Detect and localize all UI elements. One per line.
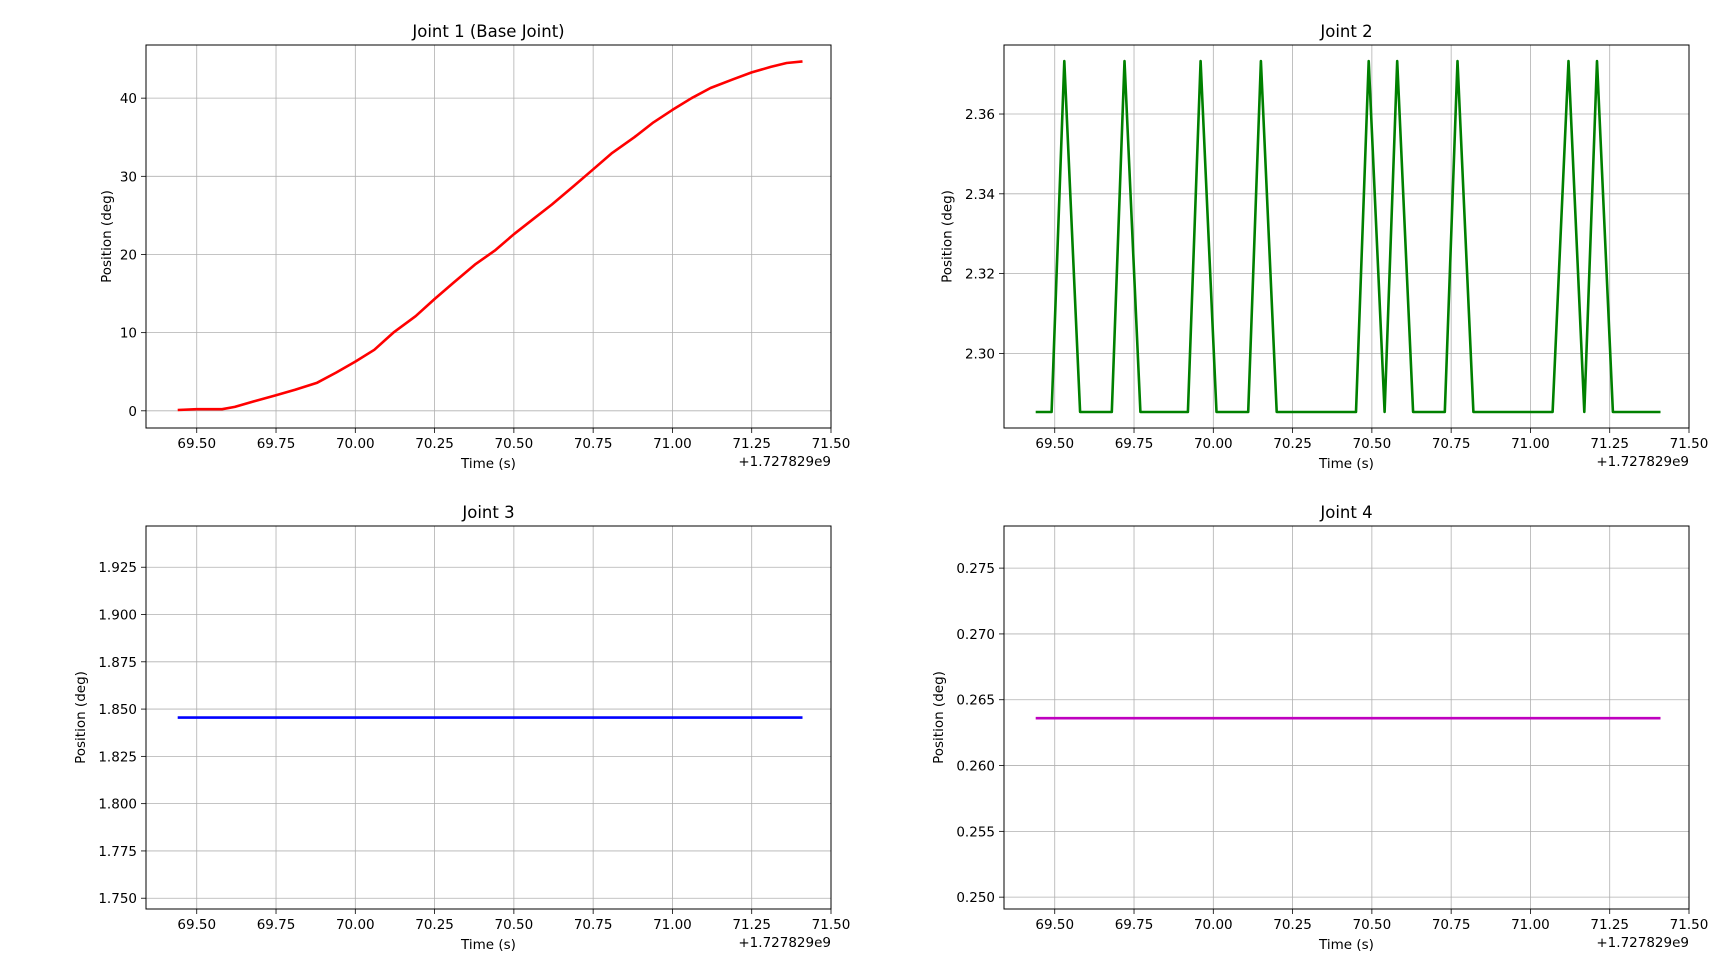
chart-title: Joint 3: [461, 503, 514, 522]
x-tick-label: 70.00: [336, 917, 375, 933]
axes-frame: [1003, 44, 1690, 429]
y-tick-label: 2.32: [965, 267, 995, 283]
x-tick-label: 71.25: [732, 917, 771, 933]
x-tick-label: 71.00: [653, 436, 692, 452]
x-offset-label: +1.727829e9: [1596, 454, 1689, 470]
chart-title: Joint 2: [1319, 22, 1372, 41]
y-tick-label: 1.900: [98, 608, 137, 624]
x-tick-label: 69.75: [257, 436, 296, 452]
y-tick-label: 10: [120, 326, 137, 342]
y-tick-label: 0.265: [956, 693, 995, 709]
y-tick-label: 1.850: [98, 702, 137, 718]
x-axis-label: Time (s): [1318, 456, 1374, 472]
x-tick-label: 70.00: [1194, 917, 1233, 933]
subplot-joint2: 69.50 69.75 70.00 70.25 70.50 70.75 71.00 71.25…: [940, 22, 1709, 472]
y-tick-label: 1.775: [98, 844, 137, 860]
axes-frame: [145, 44, 832, 429]
y-tick-label: 1.800: [98, 797, 137, 813]
x-offset-label: +1.727829e9: [738, 454, 831, 470]
y-tick-label: 1.925: [98, 560, 137, 576]
x-offset-label: +1.727829e9: [738, 935, 831, 951]
subplot-joint4: 69.50 69.75 70.00 70.25 70.50 70.75 71.00 71.25…: [931, 503, 1708, 953]
x-tick-label: 70.25: [415, 917, 454, 933]
y-tick-label: 1.875: [98, 655, 137, 671]
x-tick-label: 71.25: [732, 436, 771, 452]
y-axis-label: Position (deg): [931, 671, 947, 764]
y-tick-label: 2.36: [965, 107, 995, 123]
series-line: [177, 60, 803, 412]
x-tick-label: 71.25: [1590, 917, 1629, 933]
x-tick-label: 69.50: [1035, 436, 1074, 452]
x-tick-label: 71.00: [1511, 436, 1550, 452]
x-tick-label: 70.25: [1273, 917, 1312, 933]
y-tick-label: 1.825: [98, 749, 137, 765]
x-tick-label: 69.50: [1035, 917, 1074, 933]
x-tick-label: 70.50: [495, 436, 534, 452]
x-tick-label: 71.50: [812, 917, 851, 933]
y-axis-label: Position (deg): [940, 190, 956, 283]
x-tick-label: 69.75: [257, 917, 296, 933]
axes-frame: [145, 525, 832, 910]
chart-title: Joint 1 (Base Joint): [411, 22, 564, 41]
x-tick-label: 70.75: [574, 436, 613, 452]
axes-frame: [1003, 525, 1690, 910]
x-tick-label: 69.75: [1115, 917, 1154, 933]
y-tick-label: 0.260: [956, 759, 995, 775]
subplot-joint3: 69.50 69.75 70.00 70.25 70.50 70.75 71.00 71.25…: [73, 503, 850, 953]
x-tick-label: 70.75: [1432, 436, 1471, 452]
x-tick-label: 71.00: [653, 917, 692, 933]
y-tick-label: 0.275: [956, 561, 995, 577]
y-tick-label: 20: [120, 247, 137, 263]
x-tick-label: 69.75: [1115, 436, 1154, 452]
x-axis-label: Time (s): [1318, 937, 1374, 953]
x-tick-label: 69.50: [177, 436, 216, 452]
x-tick-label: 70.50: [1353, 917, 1392, 933]
x-tick-label: 71.50: [1670, 917, 1709, 933]
series-line: [1035, 59, 1661, 414]
x-tick-label: 70.25: [1273, 436, 1312, 452]
x-tick-label: 70.00: [336, 436, 375, 452]
x-tick-label: 71.25: [1590, 436, 1629, 452]
y-tick-label: 1.750: [98, 891, 137, 907]
y-axis-label: Position (deg): [73, 671, 89, 764]
y-tick-label: 2.34: [965, 187, 995, 203]
y-tick-label: 0.250: [956, 890, 995, 906]
y-tick-label: 0: [128, 404, 137, 420]
subplot-joint1: 69.50 69.75 70.00 70.25 70.50 70.75 71.00 71.25…: [99, 22, 851, 472]
x-tick-label: 70.50: [1353, 436, 1392, 452]
y-tick-label: 30: [120, 169, 137, 185]
x-tick-label: 70.25: [415, 436, 454, 452]
y-tick-label: 40: [120, 91, 137, 107]
x-tick-label: 70.75: [574, 917, 613, 933]
x-tick-label: 71.50: [1670, 436, 1709, 452]
x-tick-label: 70.00: [1194, 436, 1233, 452]
x-tick-label: 69.50: [177, 917, 216, 933]
y-tick-label: 0.255: [956, 824, 995, 840]
x-axis-label: Time (s): [460, 456, 516, 472]
x-tick-label: 70.75: [1432, 917, 1471, 933]
x-tick-label: 70.50: [495, 917, 534, 933]
y-tick-label: 0.270: [956, 627, 995, 643]
x-tick-label: 71.00: [1511, 917, 1550, 933]
y-tick-label: 2.30: [965, 346, 995, 362]
y-axis-label: Position (deg): [99, 190, 115, 283]
chart-title: Joint 4: [1319, 503, 1372, 522]
x-axis-label: Time (s): [460, 937, 516, 953]
x-offset-label: +1.727829e9: [1596, 935, 1689, 951]
x-tick-label: 71.50: [812, 436, 851, 452]
